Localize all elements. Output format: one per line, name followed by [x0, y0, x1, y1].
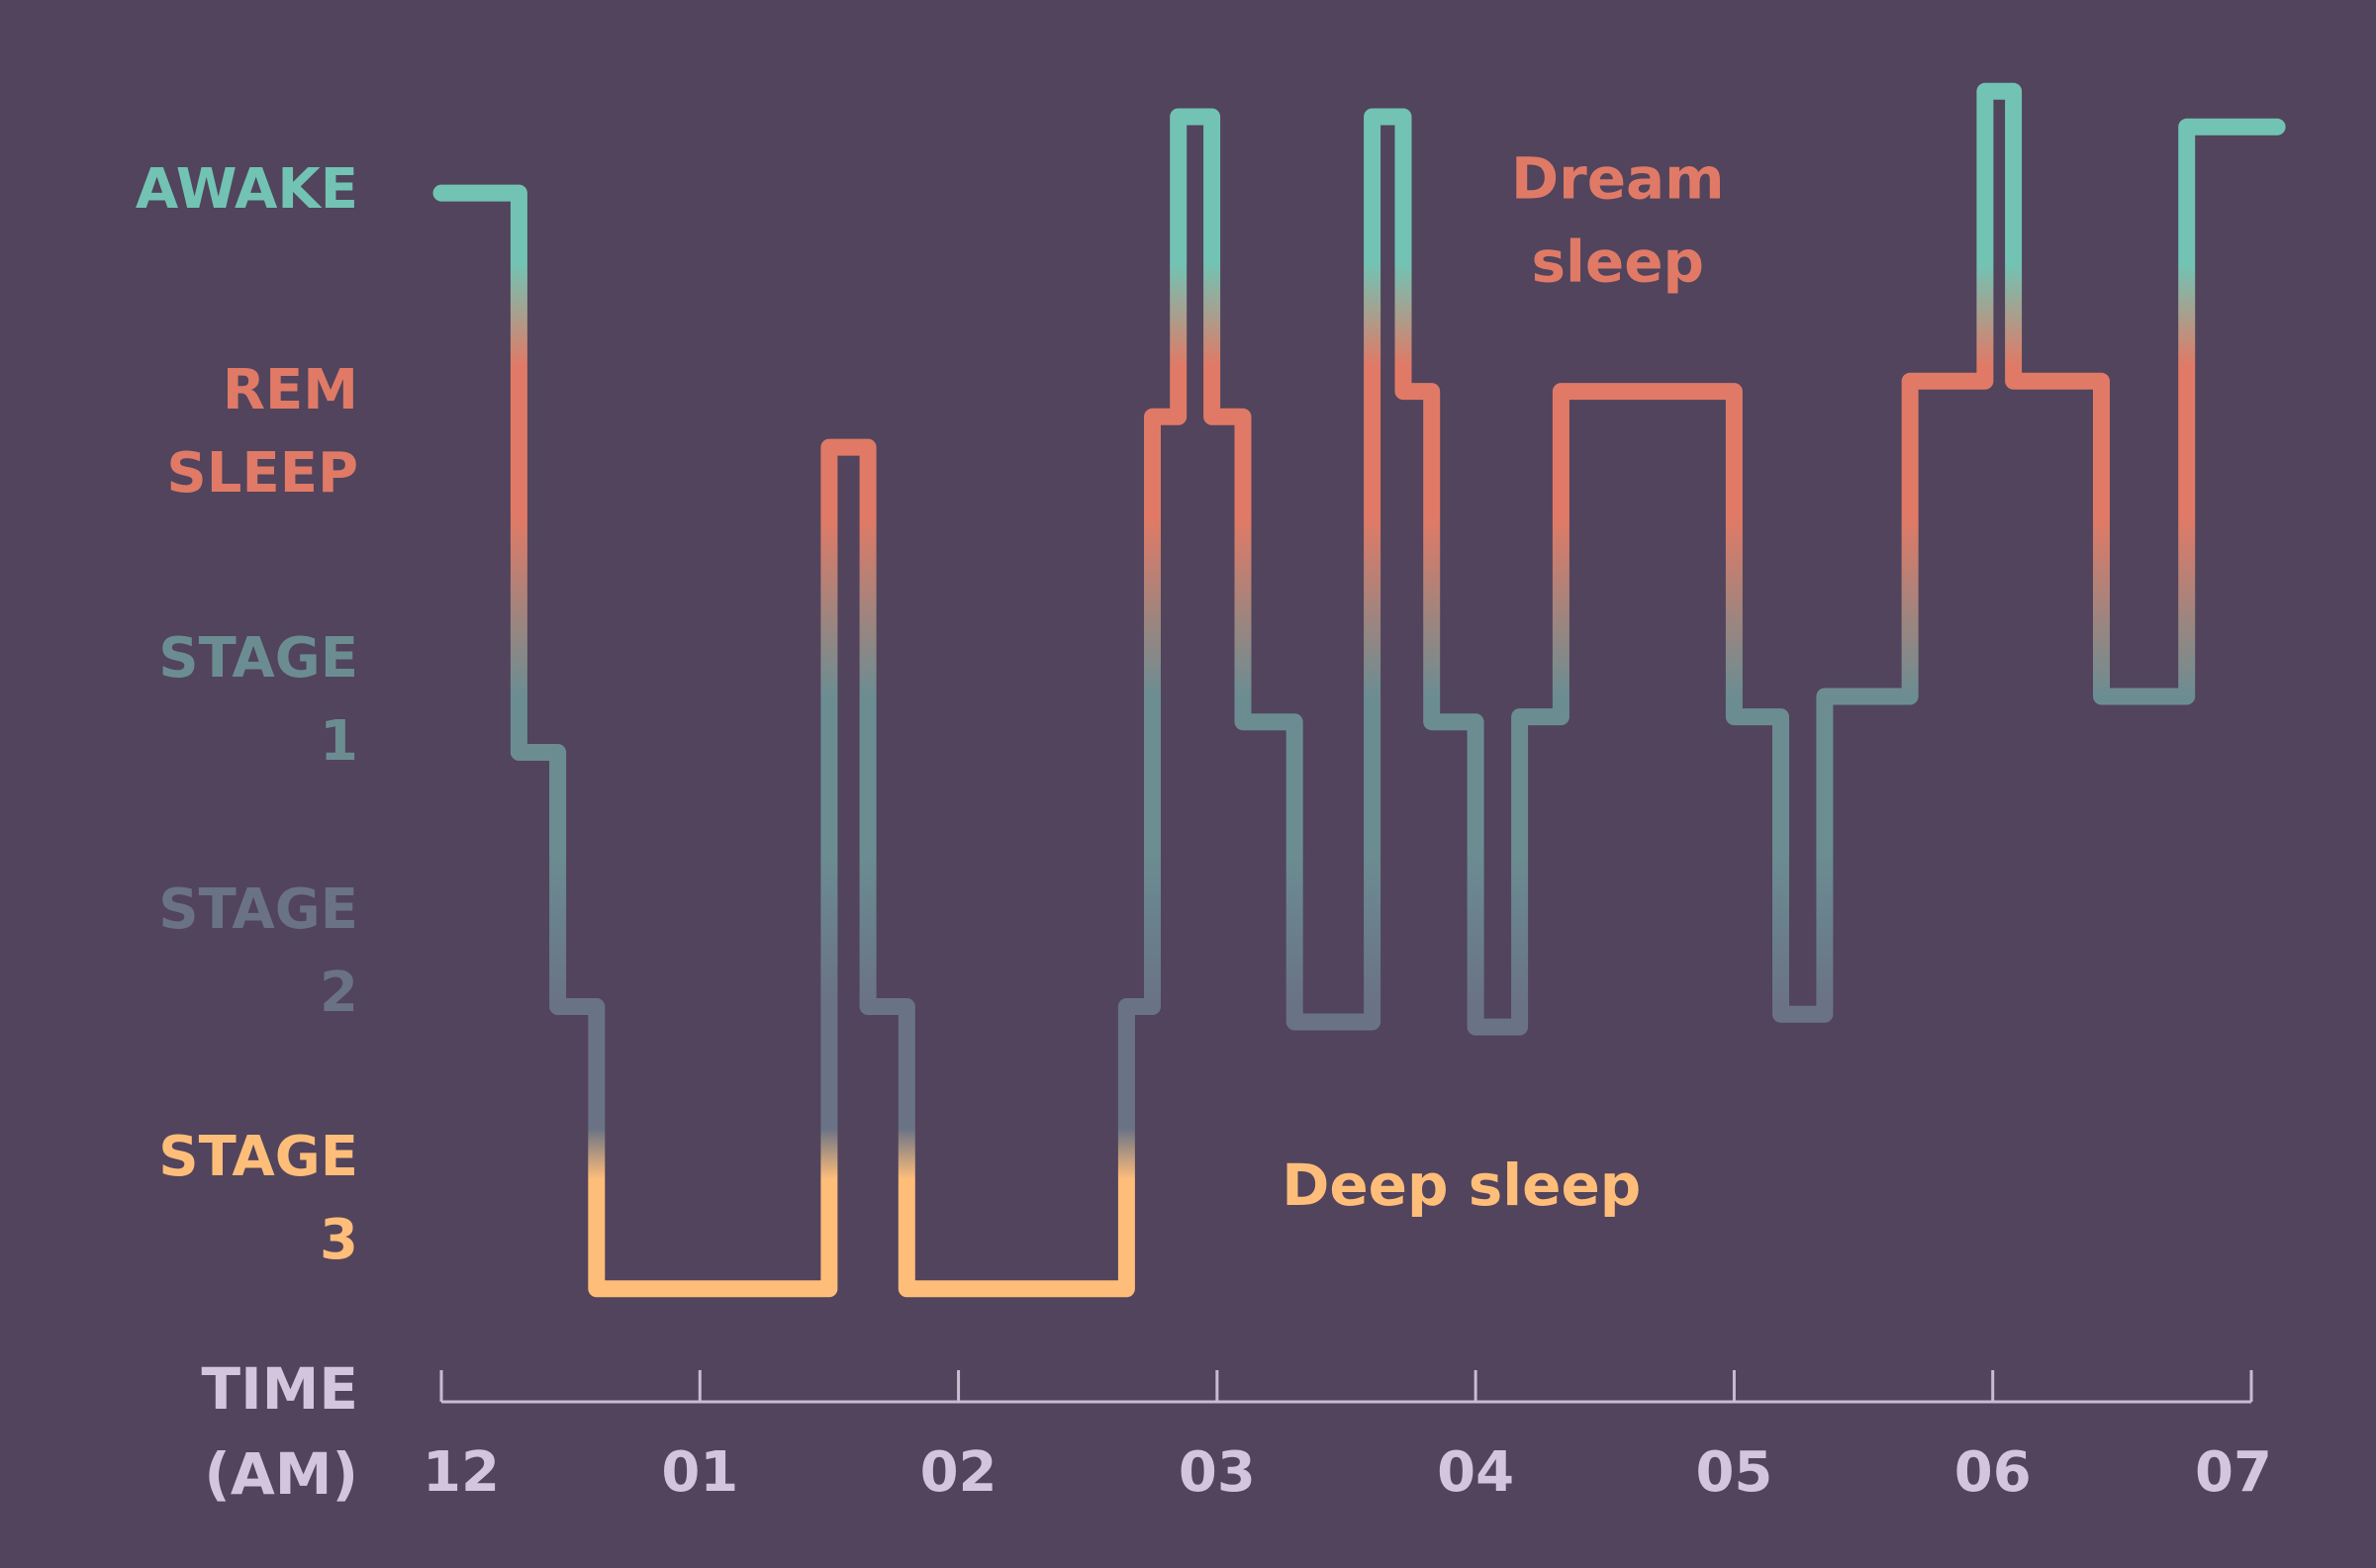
annotation-0: Dream sleep — [1511, 144, 1725, 295]
stage-label-stage2: STAGE 2 — [158, 877, 358, 1025]
stage-label-stage1: STAGE 1 — [158, 626, 358, 774]
time-tick-label-3: 03 — [1179, 1440, 1256, 1505]
time-axis: 12 01 02 03 04 05 06 07 TIME (AM) — [202, 1355, 2272, 1508]
stage-label-rem: REM SLEEP — [166, 358, 358, 506]
annotation-1: Deep sleep — [1282, 1152, 1641, 1219]
time-axis-title: TIME (AM) — [202, 1355, 358, 1508]
time-tick-label-1: 01 — [661, 1440, 738, 1505]
stage-labels: AWAKE REM SLEEP STAGE 1 STAGE 2 STAGE 3 — [136, 157, 358, 1272]
plot-area — [432, 82, 2286, 1298]
time-tick-label-6: 06 — [1954, 1440, 2032, 1505]
time-tick-label-5: 05 — [1695, 1440, 1772, 1505]
time-tick-label-7: 07 — [2195, 1440, 2272, 1505]
stage-label-awake: AWAKE — [136, 157, 358, 222]
sleep-stage-line-0 — [432, 82, 2286, 1298]
stage-label-stage3: STAGE 3 — [158, 1125, 358, 1272]
time-tick-label-4: 04 — [1437, 1440, 1514, 1505]
annotations: Dream sleep Deep sleep — [1282, 144, 1724, 1219]
time-tick-label-2: 02 — [920, 1440, 998, 1505]
time-tick-label-0: 12 — [423, 1440, 500, 1505]
